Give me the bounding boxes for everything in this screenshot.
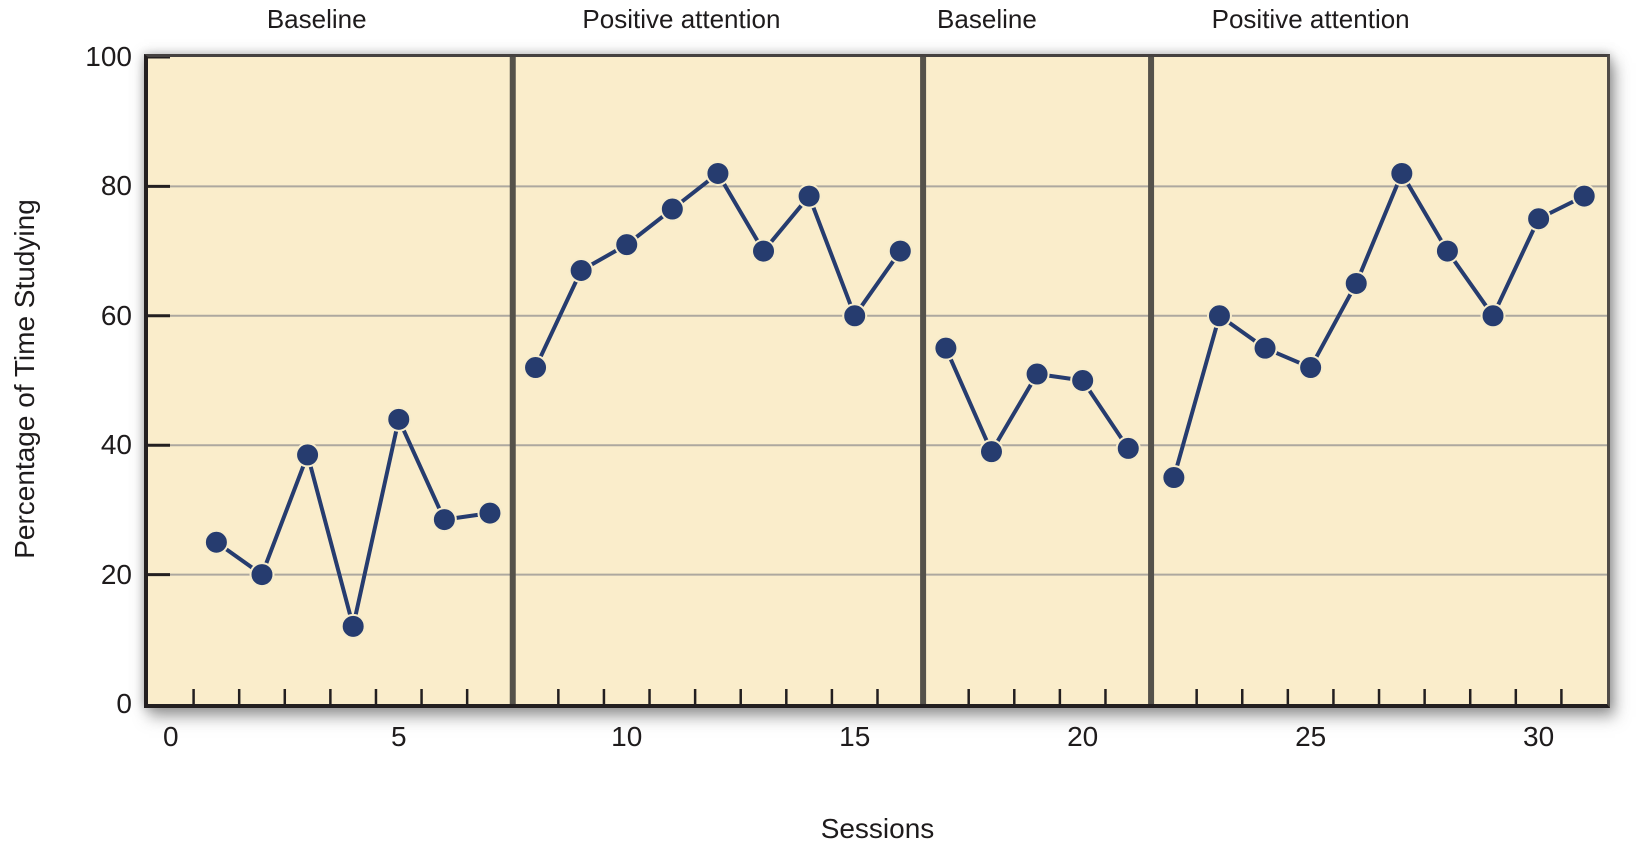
x-tick-label-30: 30 <box>1523 721 1555 752</box>
phase-label-3: Baseline <box>937 4 1037 34</box>
data-point-session-5 <box>386 406 412 432</box>
data-point-session-26 <box>1343 270 1369 296</box>
x-tick-label-5: 5 <box>390 721 407 752</box>
phase-label-1: Baseline <box>266 4 367 34</box>
data-point-session-30 <box>1526 206 1552 232</box>
y-axis-title: Percentage of Time Studying <box>9 199 40 559</box>
data-point-session-12 <box>705 160 731 186</box>
data-point-session-1 <box>203 529 229 555</box>
data-point-session-15 <box>842 303 868 329</box>
data-point-session-28 <box>1434 238 1460 264</box>
y-tick-label-20: 20 <box>100 558 132 590</box>
phase-label-2: Positive attention <box>582 4 781 34</box>
y-tick-label-80: 80 <box>100 170 132 202</box>
x-tick-label-10: 10 <box>611 721 643 752</box>
data-point-session-17 <box>933 335 959 361</box>
data-point-session-10 <box>614 232 640 258</box>
data-point-session-11 <box>659 196 685 222</box>
data-point-session-7 <box>477 500 503 526</box>
x-tick-label-15: 15 <box>839 721 871 752</box>
data-point-session-2 <box>249 562 275 588</box>
phase-label-4: Positive attention <box>1211 4 1410 34</box>
data-point-session-8 <box>523 355 549 381</box>
x-tick-label-0: 0 <box>163 721 179 752</box>
data-point-session-6 <box>431 507 457 533</box>
data-point-session-16 <box>887 238 913 264</box>
data-point-session-24 <box>1252 335 1278 361</box>
data-point-session-25 <box>1298 355 1324 381</box>
data-point-session-22 <box>1161 465 1187 491</box>
data-point-session-27 <box>1389 160 1415 186</box>
data-point-session-29 <box>1480 303 1506 329</box>
data-point-session-9 <box>568 258 594 284</box>
x-tick-label-20: 20 <box>1067 721 1099 752</box>
data-point-session-19 <box>1024 361 1050 387</box>
data-point-session-20 <box>1070 368 1096 393</box>
x-tick-label-25: 25 <box>1295 721 1327 752</box>
data-point-session-13 <box>751 238 777 264</box>
data-point-session-31 <box>1571 183 1597 209</box>
data-point-session-14 <box>796 183 822 209</box>
plot-area <box>144 54 1610 708</box>
y-tick-label-100: 100 <box>85 41 132 72</box>
data-point-session-21 <box>1115 435 1141 461</box>
data-point-session-3 <box>295 442 321 468</box>
line-chart <box>148 57 1607 704</box>
x-axis-title: Sessions <box>820 813 935 844</box>
y-tick-label-0: 0 <box>116 688 132 719</box>
y-tick-label-40: 40 <box>100 429 132 461</box>
data-point-session-18 <box>978 439 1004 465</box>
y-tick-label-60: 60 <box>100 299 132 331</box>
series-line-phase-4 <box>1171 171 1587 480</box>
data-point-session-23 <box>1206 303 1232 329</box>
data-point-session-4 <box>340 613 366 639</box>
